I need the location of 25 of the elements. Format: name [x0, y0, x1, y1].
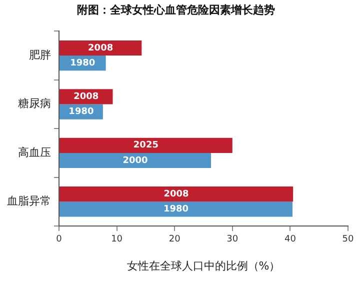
x-tick-label: 30: [226, 234, 238, 245]
annotation: 2008: [74, 92, 99, 102]
bar: [60, 152, 212, 168]
annotation: 1980: [70, 58, 96, 68]
annotation: 1980: [68, 107, 94, 118]
x-tick-label: 50: [342, 234, 354, 245]
y-tick-label: 肥胖: [29, 48, 51, 62]
x-tick-label: 20: [168, 234, 181, 245]
annotation: 2025: [133, 140, 158, 151]
bar: [60, 138, 232, 153]
y-tick-label: 高血压: [18, 146, 51, 159]
annotation: 1980: [163, 204, 189, 215]
y-tick-label: 血脂异常: [7, 194, 51, 208]
annotation: 2000: [122, 156, 148, 166]
bar: [60, 186, 294, 202]
x-axis-title: 女性在全球人口中的比例（%）: [126, 259, 280, 272]
bar: [60, 202, 293, 217]
annotation: 2008: [88, 43, 114, 54]
x-tick-label: 10: [111, 234, 123, 245]
chart-title: 附图：全球女性心血管危险因素增长趋势: [77, 3, 275, 16]
x-tick-label: 0: [56, 234, 62, 245]
x-tick-label: 40: [284, 234, 296, 245]
bar: [60, 40, 142, 56]
y-tick-label: 糖尿病: [18, 97, 51, 110]
annotation: 2008: [164, 189, 189, 200]
